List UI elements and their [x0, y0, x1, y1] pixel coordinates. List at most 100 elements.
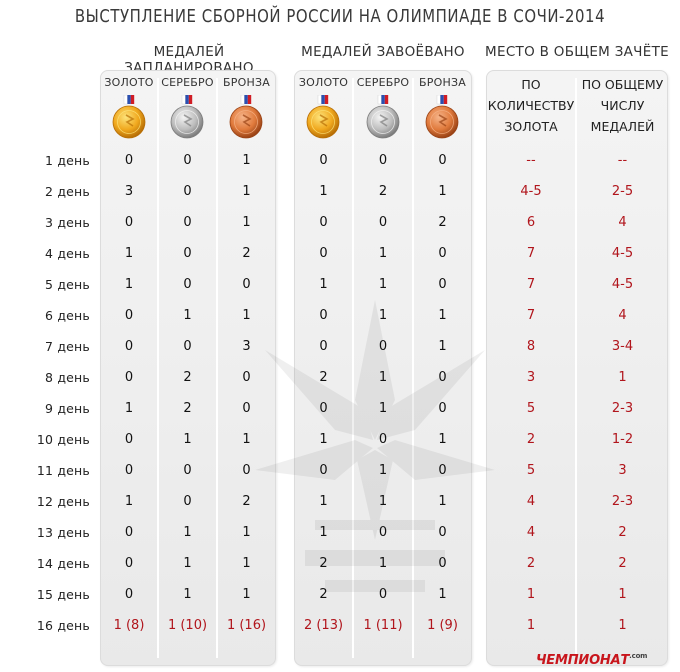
planned-bronze-cell: 0 — [242, 277, 251, 292]
day-label: 8 день — [45, 370, 90, 385]
won-silver-cell: 1 — [378, 277, 388, 292]
place-by-total-cell: 4-5 — [611, 246, 634, 261]
planned-silver-cell: 2 — [183, 401, 192, 416]
won-bronze-cell: 2 — [438, 215, 447, 230]
won-silver-cell: 1 (11) — [363, 618, 403, 633]
won-bronze-cell: 0 — [438, 370, 447, 385]
place-by-gold-cell: 1 — [526, 587, 536, 602]
won-gold-cell: 0 — [319, 401, 328, 416]
planned-silver-cell: 0 — [183, 277, 192, 292]
won-silver-cell: 2 — [378, 184, 388, 199]
place-by-gold-cell: 7 — [526, 308, 536, 323]
won-bronze-cell: 0 — [438, 401, 447, 416]
planned-bronze-header: БРОНЗА — [223, 76, 270, 89]
planned-silver-cell: 1 — [183, 432, 192, 447]
planned-gold-cell: 1 — [124, 246, 134, 261]
place-by-gold-cell: 3 — [526, 370, 536, 385]
won-gold-cell: 0 — [319, 308, 328, 323]
day-label: 5 день — [45, 277, 90, 292]
won-silver-cell: 1 — [378, 463, 388, 478]
won-bronze-cell: 0 — [438, 277, 447, 292]
won-gold-header: ЗОЛОТО — [298, 76, 349, 89]
won-bronze-cell: 0 — [438, 463, 447, 478]
planned-gold-medal-icon — [112, 94, 146, 141]
planned-gold-cell: 1 — [124, 401, 134, 416]
place-by-total-cell: 1-2 — [611, 432, 634, 447]
planned-gold-cell: 0 — [124, 556, 134, 571]
place-by-total-header: ПО ОБЩЕМУ ЧИСЛУ МЕДАЛЕЙ — [581, 77, 664, 134]
won-silver-cell: 1 — [378, 556, 388, 571]
won-silver-cell: 0 — [378, 432, 388, 447]
won-silver-cell: 0 — [378, 525, 388, 540]
planned-gold-cell: 1 — [124, 494, 134, 509]
won-gold-cell: 1 — [319, 525, 328, 540]
won-gold-cell: 1 — [319, 432, 328, 447]
planned-gold-cell: 1 — [124, 277, 134, 292]
place-by-gold-header: ПО КОЛИЧЕСТВУ ЗОЛОТА — [487, 77, 575, 134]
planned-bronze-cell: 1 — [242, 525, 251, 540]
planned-silver-cell: 0 — [183, 153, 192, 168]
won-gold-cell: 0 — [319, 339, 328, 354]
place-by-total-cell: 2 — [618, 525, 627, 540]
won-bronze-header: БРОНЗА — [419, 76, 466, 89]
won-silver-cell: 1 — [378, 308, 388, 323]
won-silver-cell: 0 — [378, 153, 388, 168]
planned-bronze-cell: 1 — [242, 308, 251, 323]
day-label: 2 день — [45, 184, 90, 199]
won-gold-cell: 1 — [319, 184, 328, 199]
day-label: 11 день — [36, 463, 90, 478]
planned-silver-cell: 1 — [183, 525, 192, 540]
day-label: 4 день — [45, 246, 90, 261]
place-by-total-cell: 2-3 — [611, 401, 634, 416]
day-label: 1 день — [45, 153, 90, 168]
planned-bronze-cell: 3 — [242, 339, 251, 354]
won-gold-cell: 1 — [319, 494, 328, 509]
planned-silver-cell: 0 — [183, 463, 192, 478]
planned-bronze-cell: 1 — [242, 556, 251, 571]
planned-gold-header: ЗОЛОТО — [104, 76, 154, 89]
place-by-total-cell: 4 — [618, 215, 627, 230]
place-by-gold-cell: 2 — [526, 556, 536, 571]
planned-bronze-cell: 0 — [242, 463, 251, 478]
won-bronze-cell: 1 — [438, 432, 447, 447]
won-silver-cell: 1 — [378, 370, 388, 385]
planned-bronze-cell: 1 — [242, 184, 251, 199]
place-panel — [486, 70, 668, 666]
won-panel — [294, 70, 472, 666]
planned-silver-medal-icon — [170, 94, 204, 141]
planned-silver-cell: 1 — [183, 556, 192, 571]
won-bronze-cell: 1 (9) — [427, 618, 458, 633]
planned-bronze-cell: 0 — [242, 370, 251, 385]
won-silver-cell: 0 — [378, 587, 388, 602]
place-by-gold-cell: 1 — [526, 618, 536, 633]
planned-bronze-cell: 0 — [242, 401, 251, 416]
place-by-total-cell: 2 — [618, 556, 627, 571]
day-label: 14 день — [36, 556, 90, 571]
won-gold-cell: 0 — [319, 246, 328, 261]
planned-silver-cell: 0 — [183, 184, 192, 199]
page-title: ВЫСТУПЛЕНИЕ СБОРНОЙ РОССИИ НА ОЛИМПИАДЕ … — [74, 6, 606, 27]
won-bronze-cell: 1 — [438, 339, 447, 354]
planned-gold-cell: 0 — [124, 308, 134, 323]
place-by-total-cell: -- — [617, 153, 628, 168]
won-bronze-medal-icon — [425, 94, 459, 141]
won-gold-cell: 0 — [319, 153, 328, 168]
won-bronze-cell: 1 — [438, 494, 447, 509]
planned-gold-cell: 0 — [124, 525, 134, 540]
won-bronze-cell: 1 — [438, 308, 447, 323]
planned-gold-cell: 3 — [124, 184, 134, 199]
day-label: 13 день — [36, 525, 90, 540]
day-label: 9 день — [45, 401, 90, 416]
group-title-place: МЕСТО В ОБЩЕМ ЗАЧЁТЕ — [485, 44, 669, 60]
won-gold-cell: 0 — [319, 215, 328, 230]
planned-gold-cell: 0 — [124, 463, 134, 478]
place-by-gold-cell: 4 — [526, 525, 536, 540]
place-by-total-cell: 1 — [618, 618, 627, 633]
day-label: 6 день — [45, 308, 90, 323]
won-silver-cell: 0 — [378, 215, 388, 230]
won-gold-cell: 2 (13) — [303, 618, 344, 633]
planned-silver-cell: 0 — [183, 246, 192, 261]
place-by-gold-cell: 8 — [526, 339, 536, 354]
planned-bronze-medal-icon — [229, 94, 263, 141]
planned-gold-cell: 0 — [124, 215, 134, 230]
